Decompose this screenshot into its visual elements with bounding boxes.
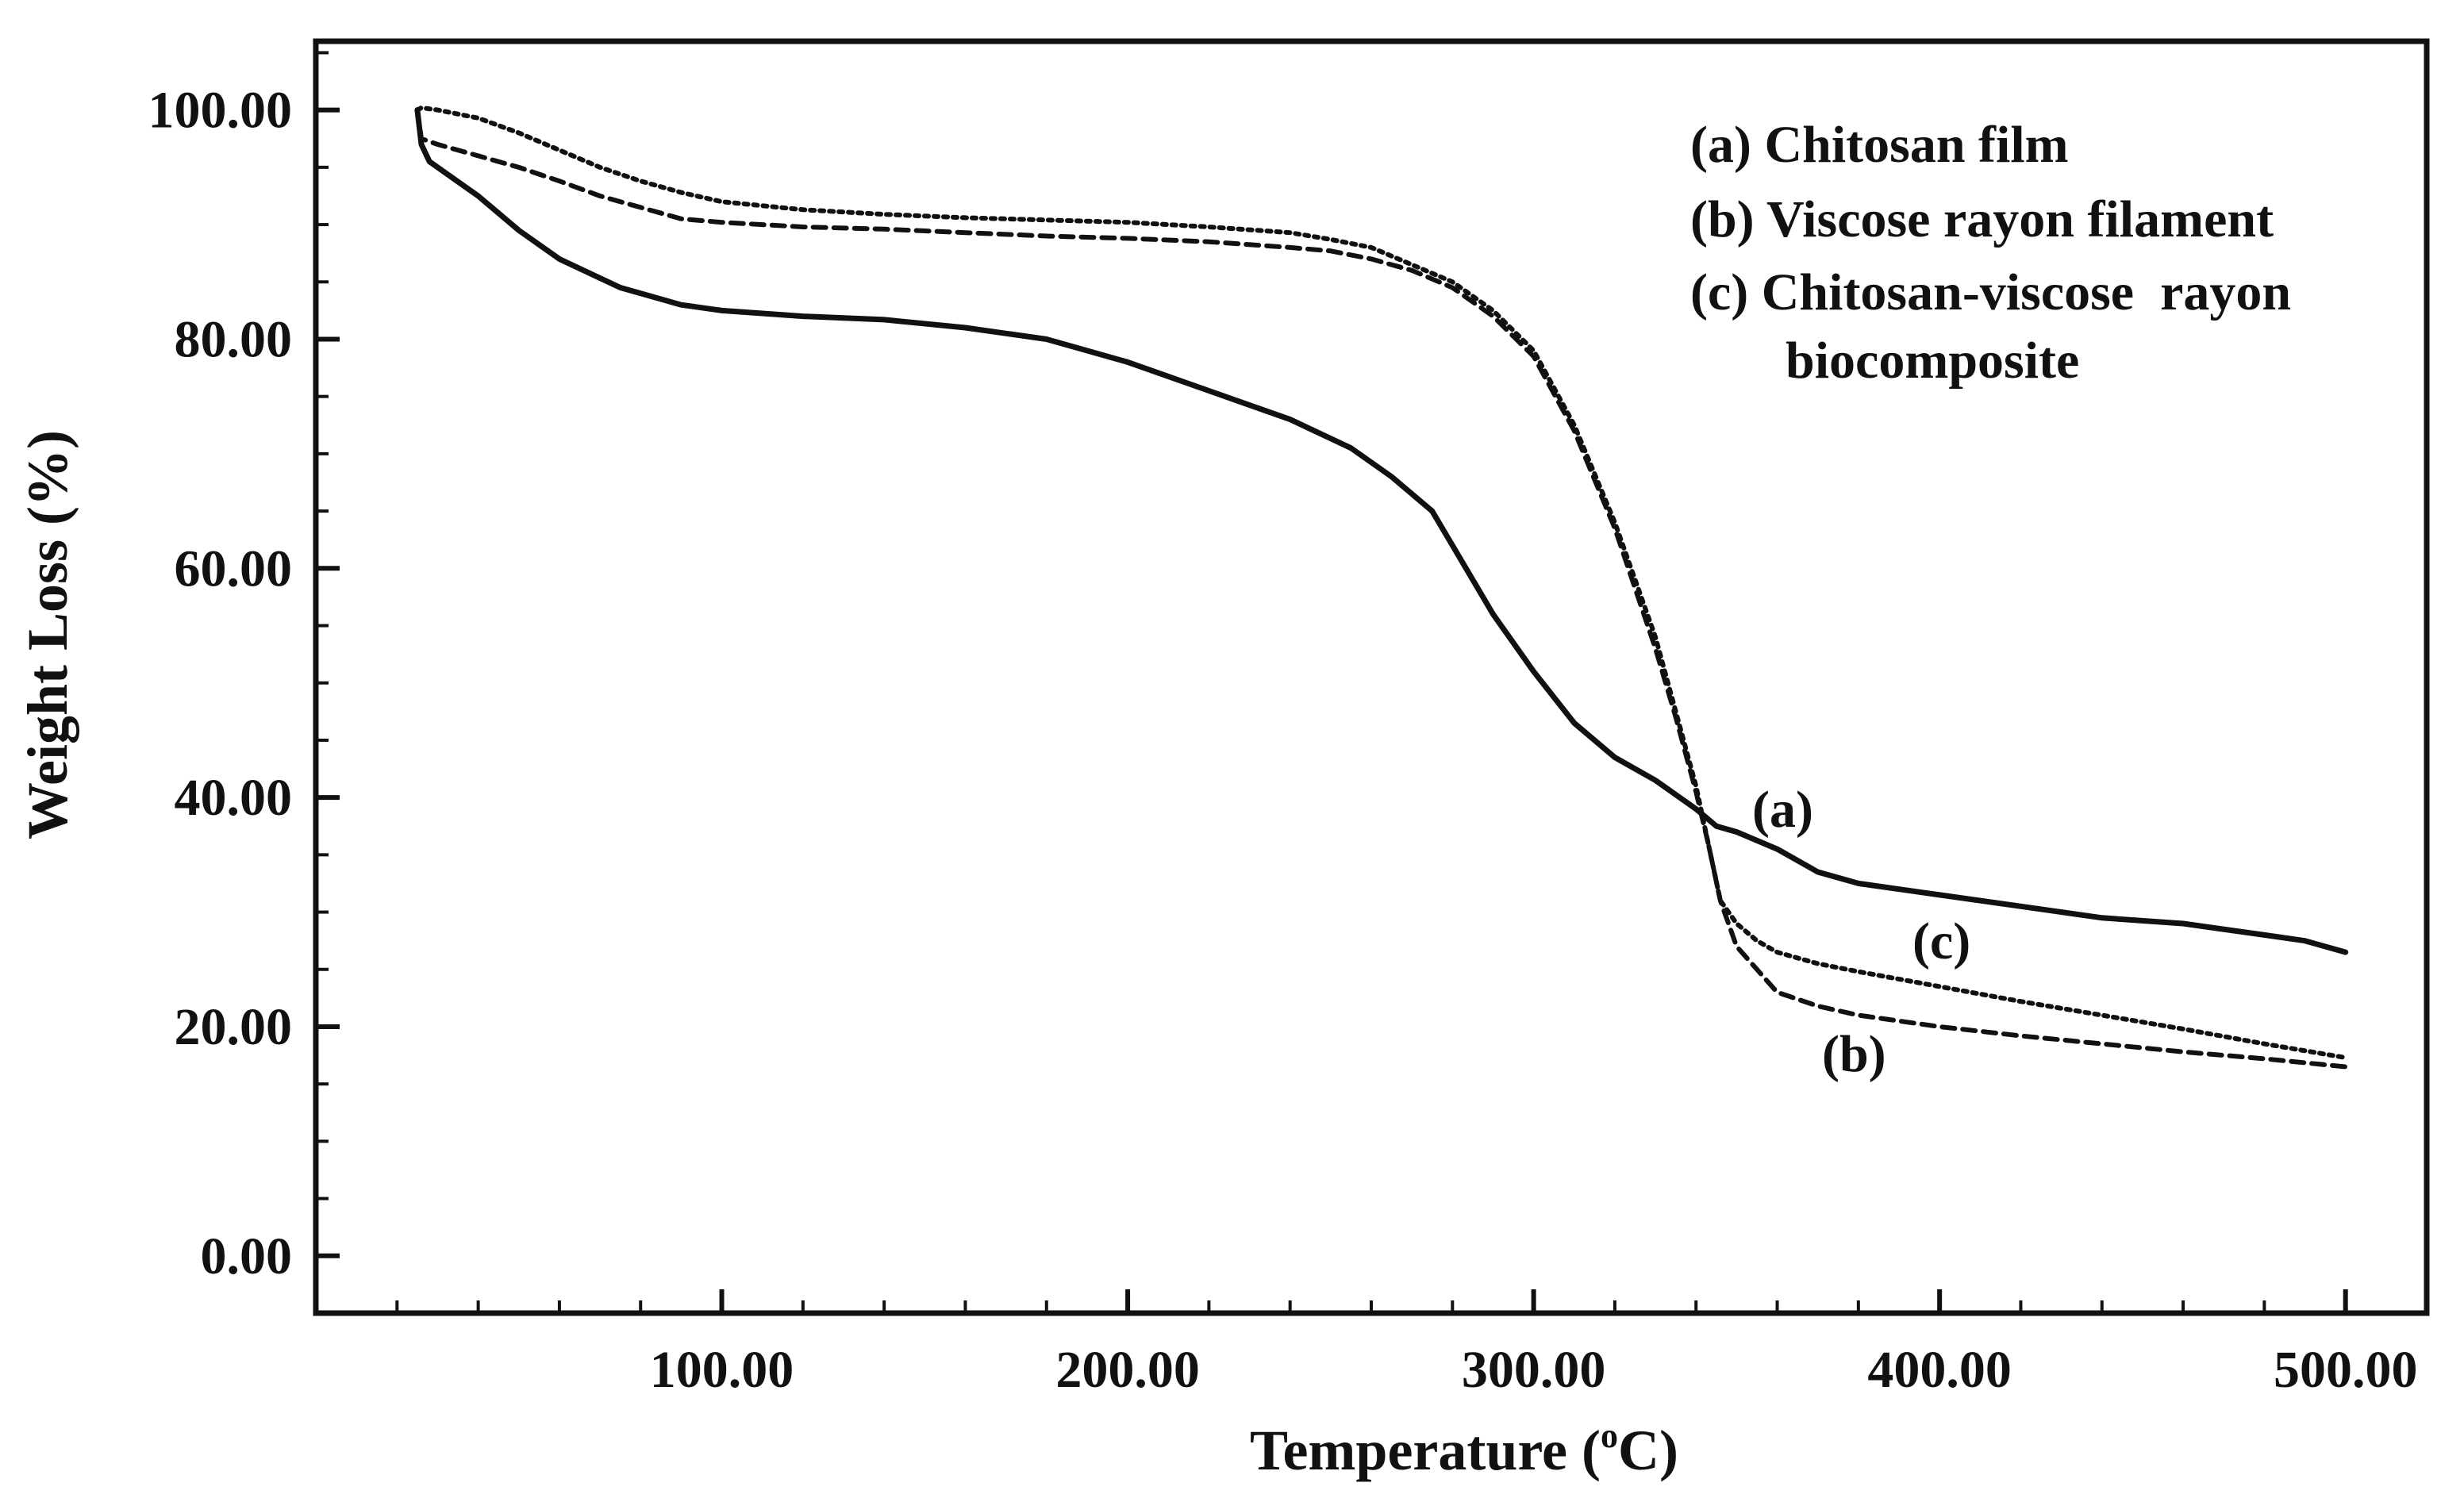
series-group bbox=[414, 105, 2349, 1070]
curve-labels: (a) (c) (b) bbox=[1752, 781, 1970, 1083]
legend-entry-c-continued: biocomposite bbox=[1786, 332, 2079, 390]
y-axis-title: Weight Loss (%) bbox=[16, 430, 79, 839]
axis-tick-labels: 100.00 200.00 300.00 400.00 500.00 0.00 20.00 4… bbox=[148, 82, 2418, 1399]
x-axis-unit-degree: o bbox=[1601, 1416, 1618, 1455]
legend-entry-c: (c) Chitosan-viscose rayon bbox=[1690, 263, 2291, 321]
legend-entry-b: (b) Viscose rayon filament bbox=[1690, 190, 2274, 248]
curve-label-a: (a) bbox=[1752, 781, 1813, 839]
y-tick-label: 60.00 bbox=[175, 540, 293, 597]
curve-label-c: (c) bbox=[1912, 912, 1970, 970]
x-tick-label: 100.00 bbox=[650, 1341, 794, 1399]
y-tick-label: 100.00 bbox=[148, 82, 293, 140]
x-axis-title-close: ) bbox=[1659, 1419, 1678, 1482]
series-line-b bbox=[414, 107, 2348, 1070]
x-axis-title-text: Temperature bbox=[1250, 1419, 1567, 1482]
y-tick-label: 20.00 bbox=[175, 998, 293, 1056]
axis-ticks bbox=[316, 51, 2348, 1313]
x-axis-title: Temperature (oC) bbox=[1250, 1416, 1678, 1482]
legend: (a) Chitosan film (b) Viscose rayon fila… bbox=[1690, 116, 2291, 390]
series-line-c bbox=[414, 105, 2348, 1060]
series-line-a bbox=[414, 107, 2349, 955]
x-axis-unit: C bbox=[1618, 1419, 1659, 1482]
x-axis-title-open: ( bbox=[1582, 1419, 1601, 1482]
x-tick-label: 400.00 bbox=[1867, 1341, 2012, 1399]
x-tick-label: 200.00 bbox=[1055, 1341, 1200, 1399]
y-tick-label: 80.00 bbox=[175, 310, 293, 368]
curve-label-b: (b) bbox=[1822, 1025, 1886, 1083]
y-tick-label: 0.00 bbox=[201, 1227, 293, 1285]
y-tick-label: 40.00 bbox=[175, 769, 293, 827]
legend-entry-a: (a) Chitosan film bbox=[1690, 116, 2069, 174]
x-tick-label: 300.00 bbox=[1462, 1341, 1606, 1399]
x-tick-label: 500.00 bbox=[2274, 1341, 2418, 1399]
